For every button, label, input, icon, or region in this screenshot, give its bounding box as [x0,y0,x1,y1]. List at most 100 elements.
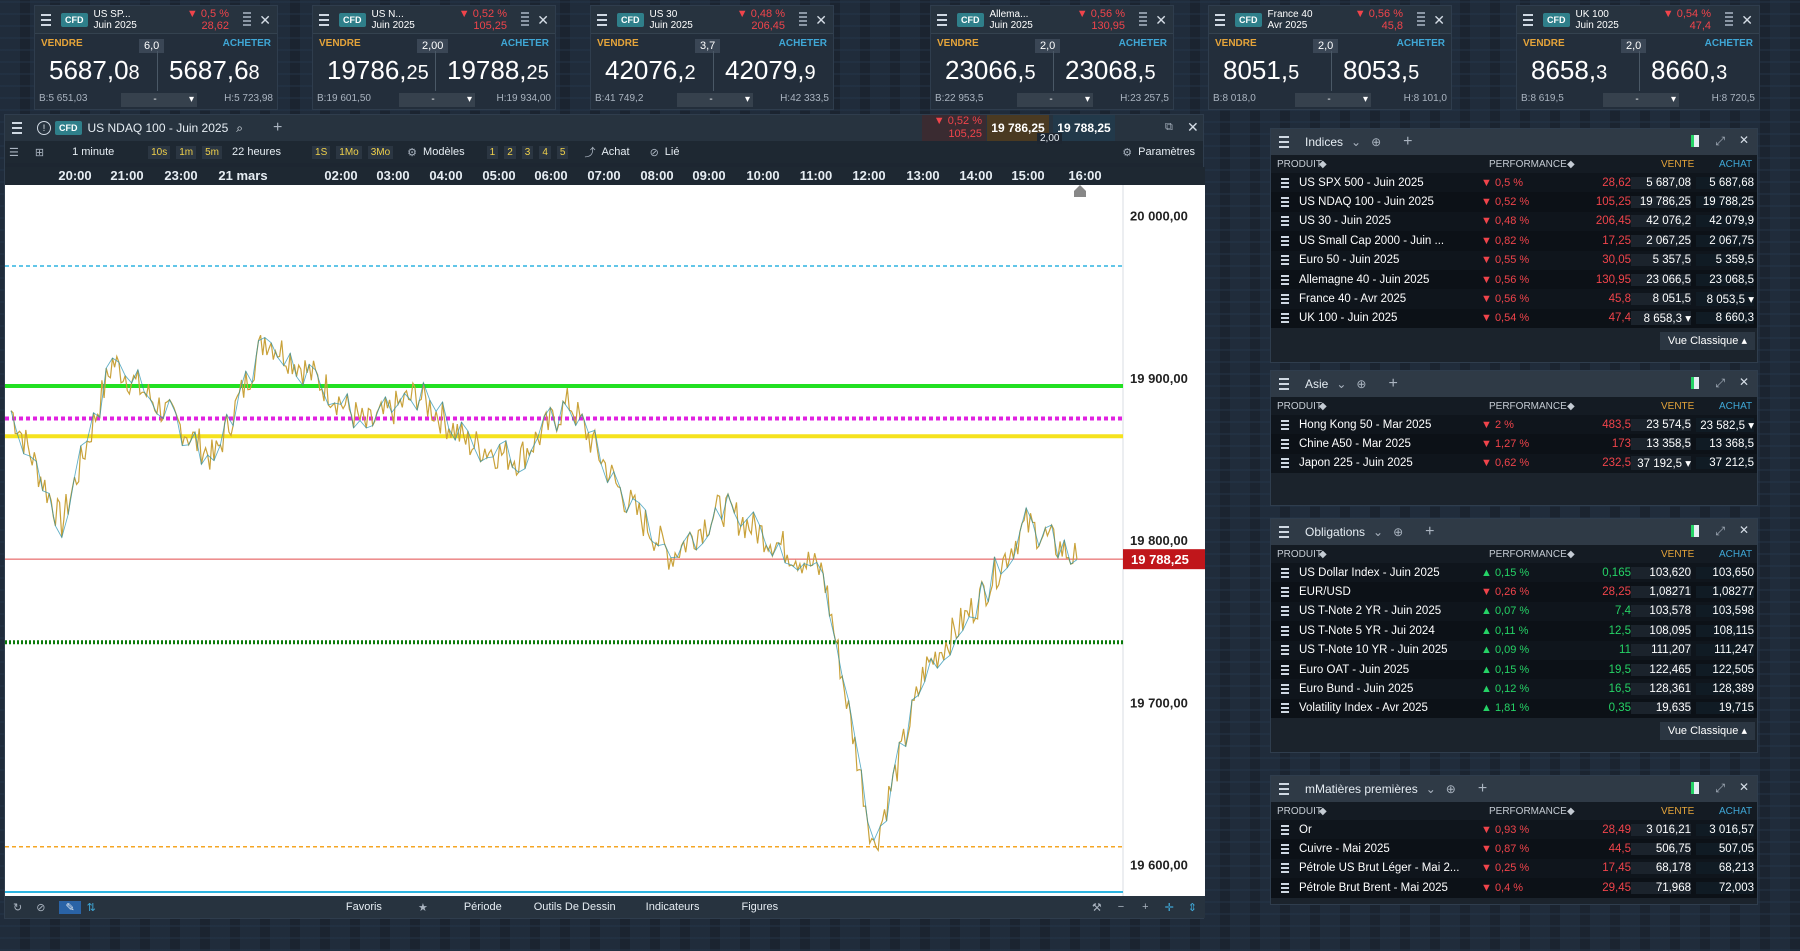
market-tile[interactable]: CFD Allema... Juin 2025 ▼ 0,56 % 130,95 ✕ … [930,5,1174,110]
list-item[interactable]: US NDAQ 100 - Juin 2025 ▼ 0,52 % 105,25 … [1271,192,1757,212]
interval-1m[interactable]: 1m [176,145,197,159]
add-icon[interactable]: + [1425,523,1435,540]
market-tile[interactable]: CFD France 40 Avr 2025 ▼ 0,56 % 45,8 ✕ VEN… [1208,5,1452,110]
add-icon[interactable]: + [1477,780,1488,797]
zoom-in-icon[interactable]: + [1142,901,1149,913]
buy-price[interactable]: 72,003 [1696,881,1754,894]
period-button[interactable]: Période [463,901,502,913]
sell-price[interactable]: 8 051,5 [1631,293,1691,306]
layout-icon[interactable]: ⊞ [34,146,45,159]
expand-icon[interactable]: ⤢ [1715,376,1725,390]
close-icon[interactable]: ✕ [815,12,827,28]
col-sell[interactable]: VENTE [1661,805,1695,817]
sell-price-button[interactable]: 42076,2 [605,55,696,86]
buy-price-button[interactable]: 8660,3 [1651,55,1727,86]
menu-icon[interactable] [931,6,953,34]
range-3mo[interactable]: 3Mo [367,145,394,159]
add-tab-icon[interactable]: + [272,119,283,136]
market-tile[interactable]: CFD UK 100 Juin 2025 ▼ 0,54 % 47,4 ✕ VENDR… [1516,5,1760,110]
add-icon[interactable]: + [1403,133,1413,150]
reset-icon[interactable]: ↻ [13,901,23,914]
tile-instrument[interactable]: UK 100 Juin 2025 [1576,9,1619,31]
trend-icon[interactable]: ⤴ [584,147,596,159]
indicators-button[interactable]: Indicateurs [645,901,700,913]
expand-icon[interactable]: ⤢ [1715,781,1725,795]
sell-price[interactable]: 103,578 [1631,605,1691,618]
settings-button[interactable]: Paramètres [1138,146,1195,158]
figures-button[interactable]: Figures [741,901,779,913]
buy-price[interactable]: 8 053,5 ▾ [1696,292,1754,307]
sell-price-button[interactable]: 23066,5 [945,55,1036,86]
now-marker-icon[interactable] [1074,185,1086,197]
sell-price[interactable]: 103,620 [1631,566,1691,579]
buy-price[interactable]: 103,598 [1696,605,1754,618]
sort-icon[interactable]: ◆ [1319,805,1327,817]
tools-icon[interactable]: ⚒ [1091,901,1102,914]
star-icon[interactable]: ★ [417,901,428,914]
row-menu-icon[interactable] [1281,587,1289,598]
sell-price[interactable]: 1,08271 [1631,586,1691,599]
menu-icon[interactable] [313,6,335,34]
row-menu-icon[interactable] [1281,177,1289,188]
buy-price-button[interactable]: 23068,5 [1065,55,1156,86]
row-menu-icon[interactable] [1281,235,1289,246]
close-icon[interactable]: ✕ [1187,119,1199,135]
drag-handle-icon[interactable] [1417,12,1425,28]
panel-title[interactable]: Asie [1305,377,1329,391]
sort-icon[interactable]: ◆ [1567,400,1575,412]
list-item[interactable]: Volatility Index - Avr 2025 ▲ 1,81 % 0,3… [1271,698,1757,719]
row-menu-icon[interactable] [1281,419,1289,430]
layout-2[interactable]: 2 [504,145,516,159]
search-icon[interactable]: ⌕ [236,120,243,135]
price-chart[interactable]: 20:00 21:00 23:00 21 mars 02:00 03:00 04:00 05:… [5,167,1205,897]
list-item[interactable]: US Small Cap 2000 - Juin ... ▼ 0,82 % 17… [1271,231,1757,251]
list-item[interactable]: US Dollar Index - Juin 2025 ▲ 0,15 % 0,1… [1271,563,1757,583]
market-tile[interactable]: CFD US N... Juin 2025 ▼ 0,52 % 105,25 ✕ VE… [312,5,556,110]
close-icon[interactable]: ✕ [1738,133,1749,147]
sell-price[interactable]: 23 574,5 [1631,418,1691,431]
chart-plot-area[interactable]: 20:00 21:00 23:00 21 mars 02:00 03:00 04:00 05:… [5,167,1205,897]
fit-icon[interactable]: ⇕ [1187,901,1197,914]
menu-icon[interactable] [1517,6,1539,34]
panel-toggle-icon[interactable] [1691,782,1699,794]
quantity-select[interactable]: - ▾ [399,93,475,107]
col-product[interactable]: PRODUIT [1277,805,1322,817]
list-item[interactable]: Pétrole Brut Brent - Mai 2025 ▼ 0,4 % 29… [1271,878,1757,898]
menu-icon[interactable] [1271,783,1297,795]
row-menu-icon[interactable] [1281,216,1289,227]
list-item[interactable]: US 30 - Juin 2025 ▼ 0,48 % 206,45 42 076… [1271,211,1757,232]
row-menu-icon[interactable] [1281,274,1289,285]
row-menu-icon[interactable] [1281,567,1289,578]
market-tile[interactable]: CFD US SP... Juin 2025 ▼ 0,5 % 28,62 ✕ VEN… [34,5,278,110]
achat-button[interactable]: Achat [601,146,630,158]
panel-toggle-icon[interactable] [1691,135,1699,147]
buy-price[interactable]: 23 068,5 [1696,273,1754,286]
buy-price[interactable]: 8 660,3 [1696,312,1754,325]
zoom-icon[interactable]: ⊕ [1371,135,1382,149]
list-item[interactable]: Cuivre - Mai 2025 ▼ 0,87 % 44,5 506,75 5… [1271,839,1757,859]
drag-handle-icon[interactable] [521,12,529,28]
panel-title[interactable]: mMatières premières [1305,782,1418,796]
col-sell[interactable]: VENTE [1661,158,1695,170]
tile-instrument[interactable]: US N... Juin 2025 [372,9,415,31]
quantity-select[interactable]: - ▾ [121,93,197,107]
add-icon[interactable]: + [1388,375,1398,392]
chart-sell-button[interactable]: 19 786,25 [987,115,1049,141]
layout-1[interactable]: 1 [486,145,499,159]
close-icon[interactable]: ✕ [1741,12,1753,28]
row-menu-icon[interactable] [1281,664,1289,675]
buy-price-button[interactable]: 19788,25 [447,55,549,86]
list-item[interactable]: Euro 50 - Juin 2025 ▼ 0,55 % 30,05 5 357… [1271,250,1757,270]
sell-price[interactable]: 68,178 [1631,862,1691,875]
sell-price-button[interactable]: 19786,25 [327,55,429,86]
zoom-out-icon[interactable]: − [1117,901,1125,913]
row-menu-icon[interactable] [1281,458,1289,469]
list-item[interactable]: EUR/USD ▼ 0,26 % 28,25 1,08271 1,08277 [1271,582,1757,602]
list-item[interactable]: Pétrole US Brut Léger - Mai 2... ▼ 0,25 … [1271,858,1757,879]
market-tile[interactable]: CFD US 30 Juin 2025 ▼ 0,48 % 206,45 ✕ VEND… [590,5,834,110]
sell-price[interactable]: 5 687,08 [1631,176,1691,189]
zoom-icon[interactable]: ⊕ [1445,782,1456,796]
sort-icon[interactable]: ◆ [1567,805,1575,817]
sell-price[interactable]: 128,361 [1631,683,1691,696]
crosshair-icon[interactable]: ✛ [1164,901,1174,914]
